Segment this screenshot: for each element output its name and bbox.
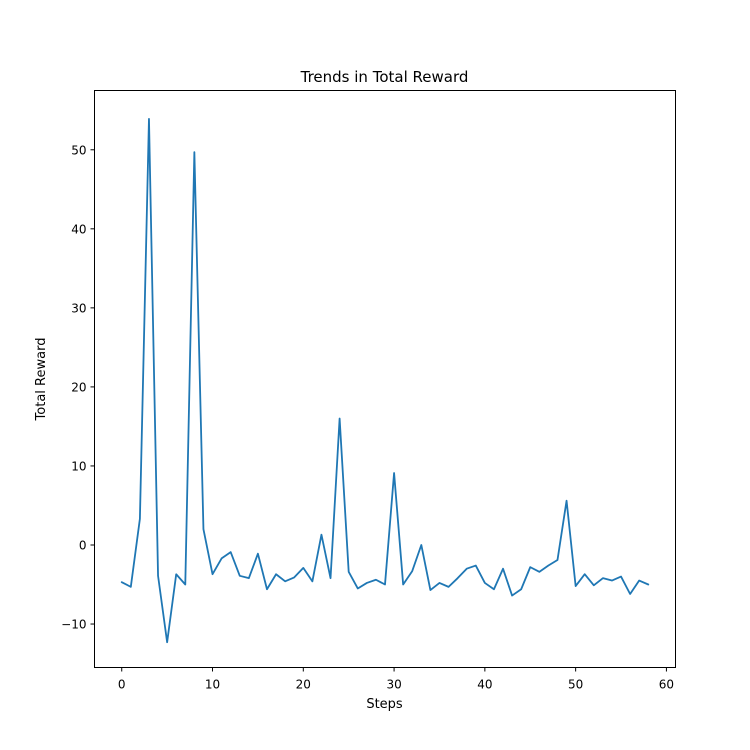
x-tick-label: 0 <box>118 678 126 692</box>
chart-title: Trends in Total Reward <box>300 68 469 86</box>
x-tick-label: 30 <box>386 678 401 692</box>
y-axis: −10 0 10 20 30 40 50 <box>61 143 95 632</box>
axes-frame <box>94 90 676 668</box>
y-tick-label: 40 <box>71 222 86 236</box>
series-line <box>120 118 650 644</box>
x-tick-label: 20 <box>296 678 311 692</box>
x-axis: 0 10 20 30 40 50 60 <box>118 667 674 692</box>
y-axis-label: Total Reward <box>34 338 49 422</box>
x-tick-label: 10 <box>205 678 220 692</box>
y-tick-label: 30 <box>71 301 86 315</box>
y-tick-label: 20 <box>71 380 86 394</box>
x-tick-label: 50 <box>568 678 583 692</box>
y-tick-label: −10 <box>61 618 86 632</box>
x-tick-label: 60 <box>659 678 674 692</box>
x-tick-label: 40 <box>477 678 492 692</box>
plot-area <box>120 118 650 644</box>
x-axis-label: Steps <box>366 697 403 712</box>
y-tick-label: 10 <box>71 459 86 473</box>
y-tick-label: 50 <box>71 143 86 157</box>
y-tick-label: 0 <box>79 538 87 552</box>
